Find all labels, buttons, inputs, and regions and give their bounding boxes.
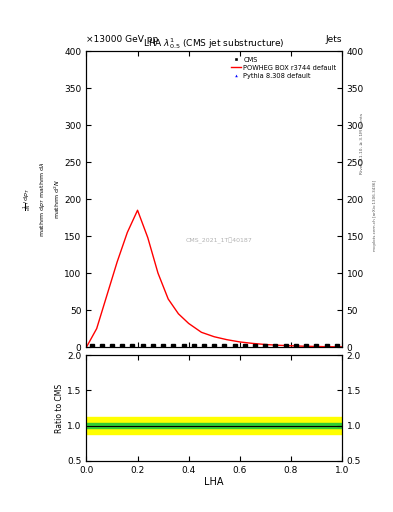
Text: Rivet 3.1.10, ≥ 3.1M events: Rivet 3.1.10, ≥ 3.1M events	[360, 113, 364, 174]
Text: CMS_2021_1T田40187: CMS_2021_1T田40187	[186, 238, 253, 244]
Text: mcplots.cern.ch [arXiv:1306.3436]: mcplots.cern.ch [arXiv:1306.3436]	[373, 180, 377, 250]
Y-axis label: $\frac{1}{\mathrm{d}N}\,/\,\mathrm{d}p_T$
mathrm $\mathrm{d}p_T$ mathrm $\mathrm: $\frac{1}{\mathrm{d}N}\,/\,\mathrm{d}p_T…	[21, 161, 62, 237]
Legend: CMS, POWHEG BOX r3744 default, Pythia 8.308 default: CMS, POWHEG BOX r3744 default, Pythia 8.…	[229, 55, 339, 80]
Title: LHA $\lambda^{1}_{0.5}$ (CMS jet substructure): LHA $\lambda^{1}_{0.5}$ (CMS jet substru…	[143, 36, 285, 51]
Text: ×13000 GeV pp: ×13000 GeV pp	[86, 34, 159, 44]
Y-axis label: Ratio to CMS: Ratio to CMS	[55, 383, 64, 433]
Text: Jets: Jets	[325, 34, 342, 44]
X-axis label: LHA: LHA	[204, 477, 224, 487]
